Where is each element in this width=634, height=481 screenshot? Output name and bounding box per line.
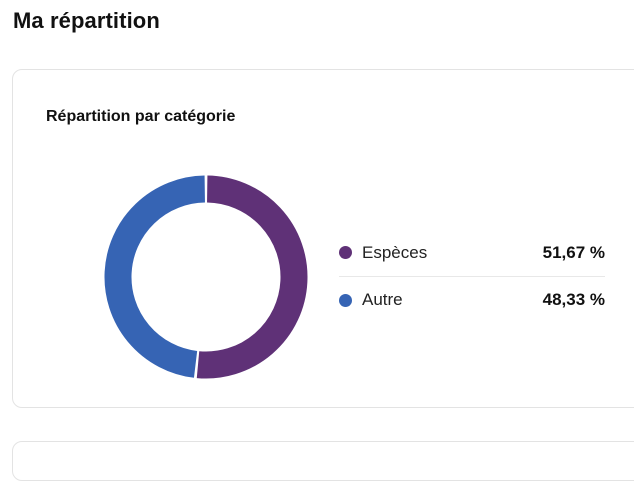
legend-row-especes: Espèces 51,67 % xyxy=(339,229,605,276)
donut-slice-especes xyxy=(196,175,308,379)
card-title: Répartition par catégorie xyxy=(46,108,236,125)
donut-slice-autre xyxy=(104,175,206,378)
page-title: Ma répartition xyxy=(13,8,160,33)
legend-dot-autre xyxy=(339,293,352,307)
chart-legend: Espèces 51,67 % Autre 48,33 % xyxy=(339,229,605,323)
legend-dot-especes xyxy=(339,246,352,259)
legend-label-especes: Espèces xyxy=(362,242,428,262)
category-donut-chart xyxy=(104,175,308,379)
legend-value-autre: 48,33 % xyxy=(542,290,605,309)
legend-row-autre: Autre 48,33 % xyxy=(339,276,605,323)
next-card xyxy=(12,441,634,481)
legend-label-autre: Autre xyxy=(362,290,403,309)
legend-value-especes: 51,67 % xyxy=(542,242,605,262)
category-breakdown-card: Répartition par catégorie Espèces 51,67 … xyxy=(12,69,634,408)
